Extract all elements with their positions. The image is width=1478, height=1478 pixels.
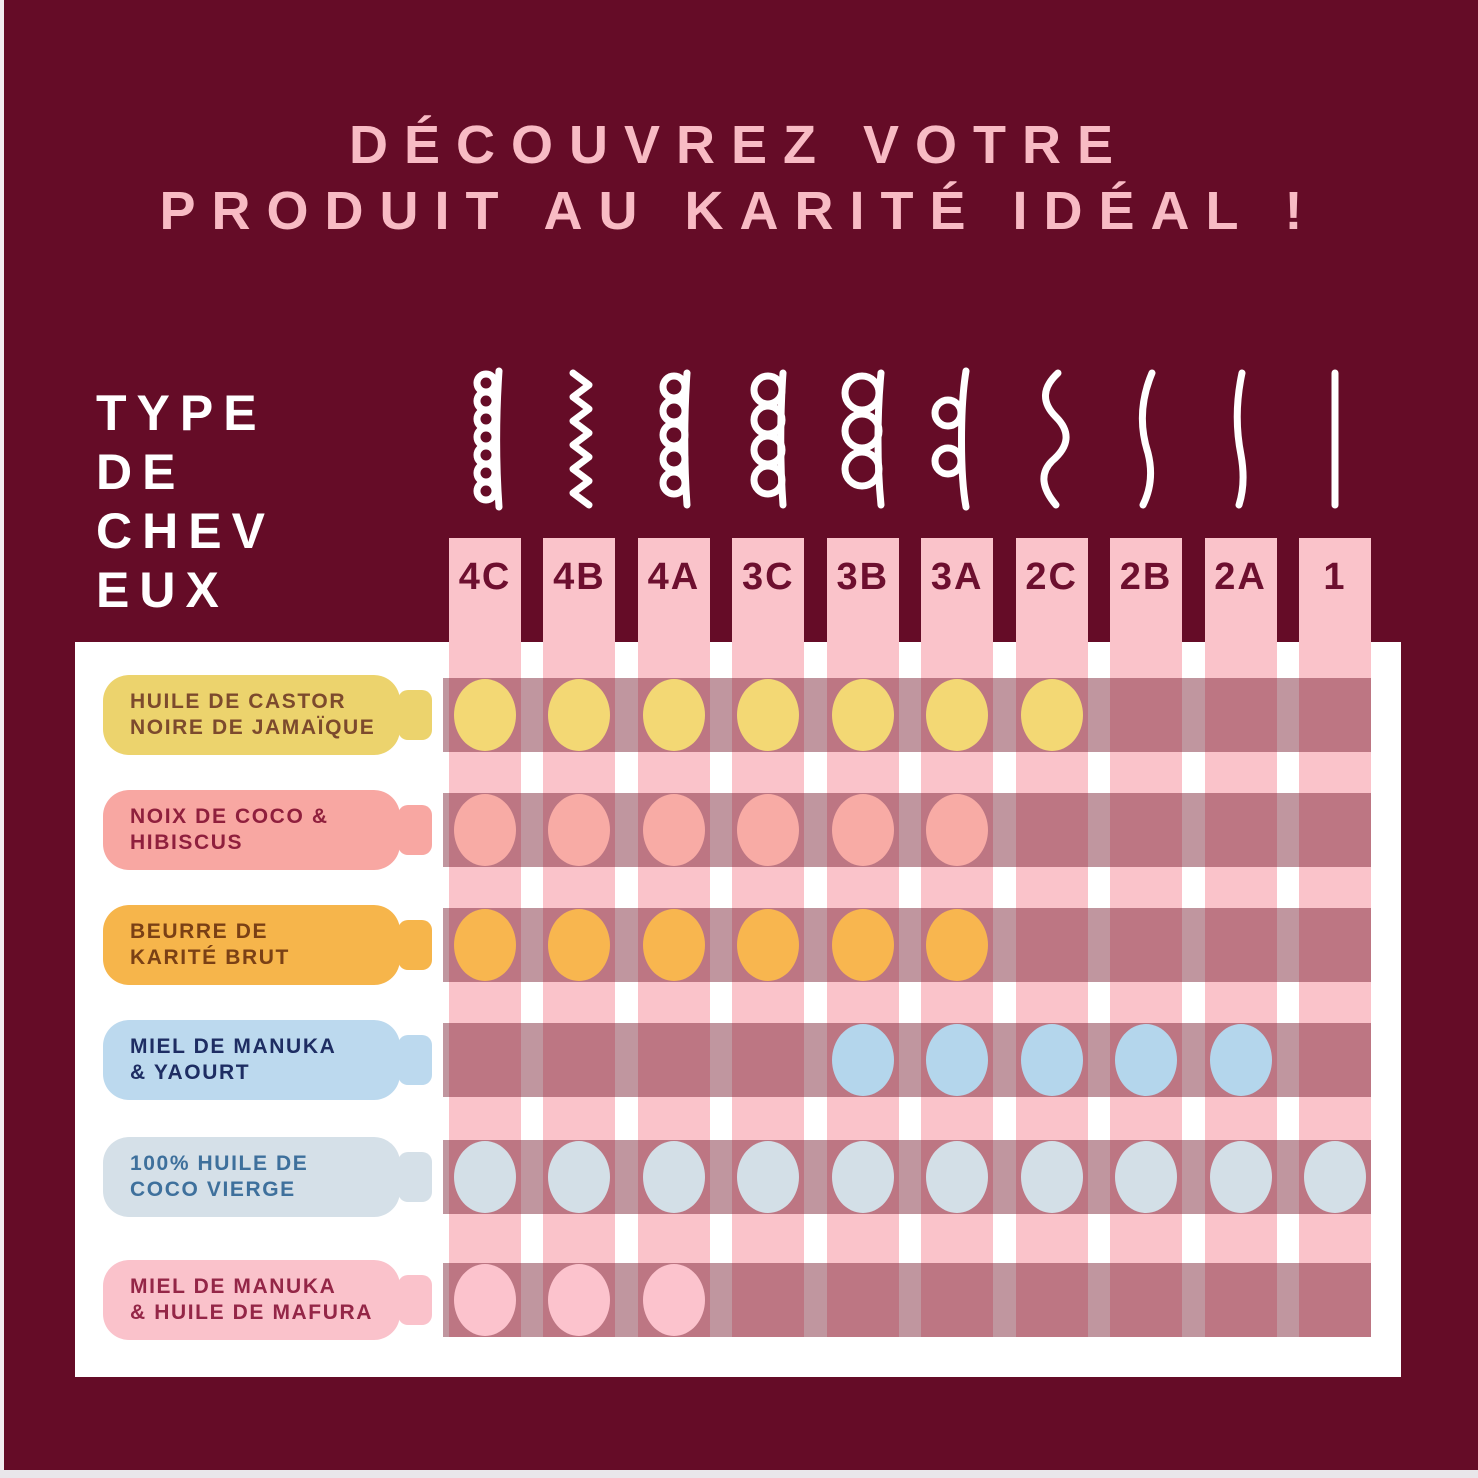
product-tag-label: MIEL DE MANUKA xyxy=(130,1275,337,1298)
match-dot-3c xyxy=(737,909,800,981)
match-dot-4b xyxy=(548,794,611,866)
match-dot-3c xyxy=(737,679,800,751)
hair-type-heading-line: EUX xyxy=(96,562,229,618)
column-header-1: 1 xyxy=(1323,556,1347,598)
wave-2a-icon xyxy=(1209,364,1273,514)
product-tag-label: & YAOURT xyxy=(130,1061,251,1084)
product-tag-label: HUILE DE CASTOR xyxy=(130,690,347,713)
match-dot-3b xyxy=(831,1141,894,1213)
column-header-3c: 3C xyxy=(742,556,795,598)
curl-3a-icon xyxy=(925,364,989,514)
column-header-2b: 2B xyxy=(1119,556,1173,598)
match-dot-1 xyxy=(1303,1141,1366,1213)
product-tag-label: MIEL DE MANUKA xyxy=(130,1035,337,1058)
product-tag-nub xyxy=(398,1035,432,1085)
product-tag-label: COCO VIERGE xyxy=(130,1178,296,1201)
product-tag-label: NOIX DE COCO & xyxy=(130,805,329,828)
product-tag-label: 100% HUILE DE xyxy=(130,1152,309,1175)
match-dot-4a xyxy=(642,1141,705,1213)
product-tag-nub xyxy=(398,920,432,970)
match-dot-3a xyxy=(926,909,989,981)
product-tag-label: NOIRE DE JAMAÏQUE xyxy=(130,716,376,739)
curl-4b-icon xyxy=(547,364,611,514)
match-dot-3c xyxy=(737,1141,800,1213)
product-tag: MIEL DE MANUKA & YAOURT xyxy=(103,1020,432,1100)
product-tag-label: & HUILE DE MAFURA xyxy=(130,1301,374,1324)
match-dot-4b xyxy=(548,909,611,981)
curl-3c-icon xyxy=(736,364,800,514)
column-header-4c: 4C xyxy=(458,556,512,598)
match-dot-3b xyxy=(831,909,894,981)
match-dot-2c xyxy=(1020,1024,1083,1096)
match-dot-4b xyxy=(548,1141,611,1213)
curl-3b-icon xyxy=(831,364,895,514)
match-dot-2b xyxy=(1115,1024,1178,1096)
match-dot-3b xyxy=(831,679,894,751)
match-dot-3b xyxy=(831,794,894,866)
product-tag: MIEL DE MANUKA & HUILE DE MAFURA xyxy=(103,1260,432,1340)
match-dot-2b xyxy=(1115,1141,1178,1213)
match-dot-2a xyxy=(1209,1141,1272,1213)
hair-type-heading: TYPE DE CHEV EUX xyxy=(96,384,275,620)
product-tag: BEURRE DE KARITÉ BRUT xyxy=(103,905,432,985)
straight-1-icon xyxy=(1303,364,1367,514)
page-title-line-1: DÉCOUVREZ VOTRE xyxy=(348,115,1130,175)
product-tag-nub xyxy=(398,1275,432,1325)
hair-type-heading-line: DE xyxy=(96,444,186,500)
match-dot-4b xyxy=(548,1264,611,1336)
curl-4c-icon xyxy=(453,364,517,514)
match-dot-4a xyxy=(642,794,705,866)
column-header-4b: 4B xyxy=(553,556,606,598)
match-dot-3a xyxy=(926,794,989,866)
wave-2c-icon xyxy=(1020,364,1084,514)
match-dot-4c xyxy=(454,1141,516,1213)
hair-type-heading-line: CHEV xyxy=(96,503,275,559)
product-tag-nub xyxy=(398,1152,432,1202)
page-title-line-2: PRODUIT AU KARITÉ IDÉAL ! xyxy=(159,181,1319,241)
match-dot-4c xyxy=(454,679,516,751)
match-dot-3a xyxy=(926,679,989,751)
match-dot-2c xyxy=(1020,1141,1083,1213)
column-header-3a: 3A xyxy=(930,556,984,598)
product-tag-label: HIBISCUS xyxy=(130,831,244,854)
match-dot-3a xyxy=(926,1024,989,1096)
page-bottom-edge xyxy=(0,1470,1478,1478)
match-dot-2a xyxy=(1209,1024,1272,1096)
column-header-2c: 2C xyxy=(1025,556,1078,598)
product-tag-nub xyxy=(398,690,432,740)
page-left-edge xyxy=(0,0,4,1478)
match-dot-2c xyxy=(1020,679,1083,751)
curl-4a-icon xyxy=(642,364,706,514)
match-dot-4c xyxy=(454,794,516,866)
product-tag: HUILE DE CASTOR NOIRE DE JAMAÏQUE xyxy=(103,675,432,755)
match-dot-4c xyxy=(454,1264,516,1336)
match-dot-3c xyxy=(737,794,800,866)
page-title: DÉCOUVREZ VOTRE PRODUIT AU KARITÉ IDÉAL … xyxy=(0,112,1478,244)
match-dot-3b xyxy=(831,1024,894,1096)
match-dot-4c xyxy=(454,909,516,981)
hair-type-heading-line: TYPE xyxy=(96,385,267,441)
match-dot-4a xyxy=(642,1264,705,1336)
column-header-3b: 3B xyxy=(836,556,890,598)
product-tag: 100% HUILE DE COCO VIERGE xyxy=(103,1137,432,1217)
column-header-4a: 4A xyxy=(647,556,701,598)
product-tag-label: BEURRE DE xyxy=(130,920,269,943)
match-dot-4b xyxy=(548,679,611,751)
match-dot-4a xyxy=(642,679,705,751)
wave-2b-icon xyxy=(1114,364,1178,514)
match-dot-3a xyxy=(926,1141,989,1213)
product-tag-label: KARITÉ BRUT xyxy=(130,946,290,969)
column-header-2a: 2A xyxy=(1214,556,1267,598)
match-dot-4a xyxy=(642,909,705,981)
product-tag-nub xyxy=(398,805,432,855)
product-tag: NOIX DE COCO & HIBISCUS xyxy=(103,790,432,870)
